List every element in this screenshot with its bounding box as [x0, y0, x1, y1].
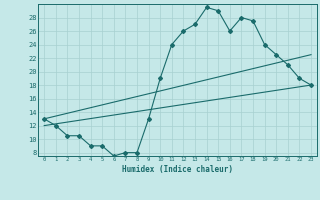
X-axis label: Humidex (Indice chaleur): Humidex (Indice chaleur) — [122, 165, 233, 174]
